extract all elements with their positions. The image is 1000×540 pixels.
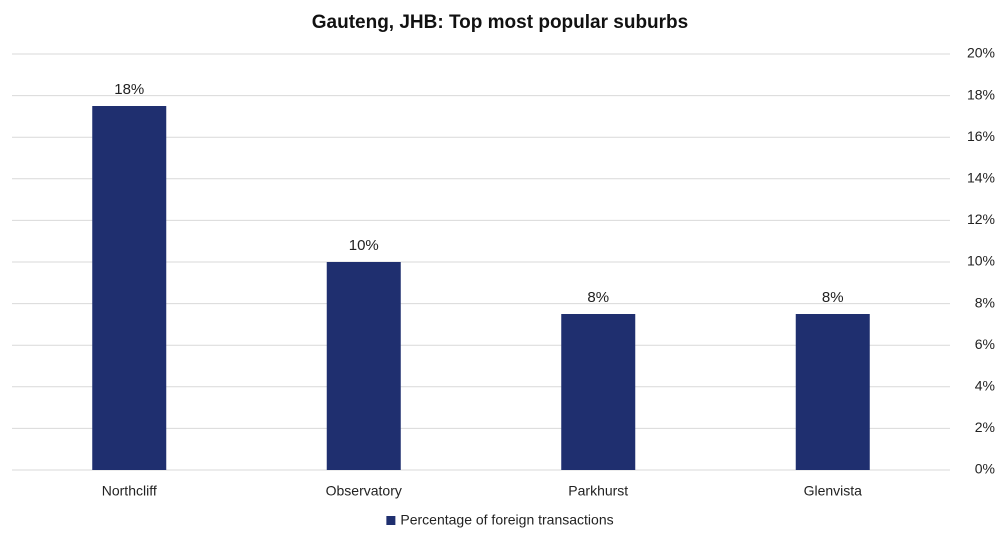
y-tick-label: 0% [975, 461, 995, 477]
chart-title: Gauteng, JHB: Top most popular suburbs [312, 12, 688, 33]
data-label: 18% [114, 81, 144, 98]
bar [326, 262, 401, 470]
x-tick-label: Northcliff [102, 483, 157, 499]
x-tick-label: Glenvista [804, 483, 863, 499]
y-tick-label: 2% [975, 419, 995, 435]
data-label: 8% [587, 289, 609, 306]
data-label: 8% [822, 289, 844, 306]
y-tick-label: 10% [967, 253, 995, 269]
x-tick-label: Parkhurst [568, 483, 628, 499]
bar [795, 314, 870, 470]
y-tick-label: 16% [967, 128, 995, 144]
y-tick-label: 12% [967, 211, 995, 227]
legend-label: Percentage of foreign transactions [400, 512, 613, 528]
data-label: 10% [349, 237, 379, 254]
y-tick-label: 4% [975, 378, 995, 394]
x-tick-label: Observatory [326, 483, 402, 499]
y-tick-label: 18% [967, 86, 995, 102]
y-tick-label: 20% [967, 45, 995, 61]
bar [92, 106, 167, 470]
legend-swatch [386, 516, 396, 525]
y-tick-label: 6% [975, 336, 995, 352]
bar [561, 314, 636, 470]
y-tick-label: 8% [975, 294, 995, 310]
y-tick-label: 14% [967, 170, 995, 186]
